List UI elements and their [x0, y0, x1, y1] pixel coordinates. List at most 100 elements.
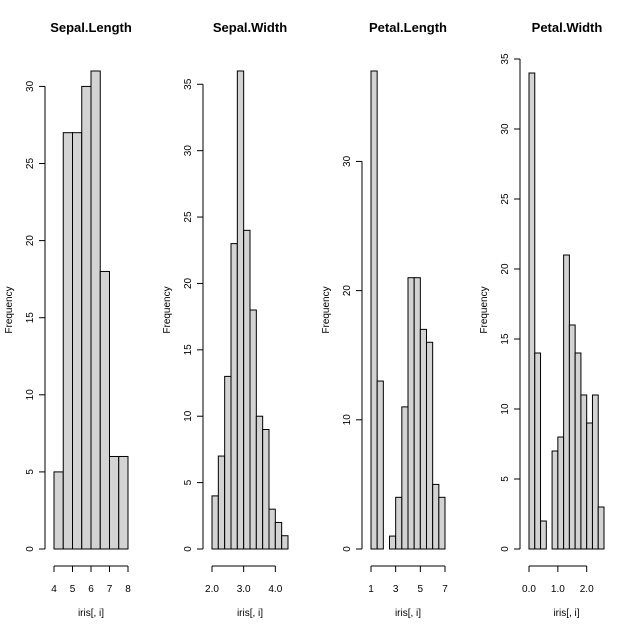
y-tick-label: 35: [183, 78, 194, 90]
y-tick-label: 0: [500, 546, 511, 552]
histogram-bar: [540, 520, 547, 550]
y-tick-label: 0: [342, 546, 353, 552]
x-tick-label: 7: [442, 584, 448, 595]
histogram-bar: [236, 70, 245, 550]
histogram-panel-1: Sepal.Length 0 5 10 15 20 25 30 4 5 6 7 8 iris[, i] Fr…: [4, 20, 132, 619]
histogram-bar: [580, 394, 588, 550]
histogram-bar: [81, 85, 92, 550]
histogram-bar: [591, 394, 599, 550]
histogram-bar: [274, 521, 283, 550]
x-tick-label: 1: [368, 584, 374, 595]
y-tick-label: 0: [25, 546, 36, 552]
histogram-panel-2: Sepal.Width 0 5 10 15 20 25 30 35 2.0 3.0 4.0 iris[,…: [162, 20, 289, 619]
y-tick-label: 5: [183, 479, 194, 485]
chart-title: Petal.Length: [369, 20, 447, 35]
x-tick-label: 3: [393, 584, 399, 595]
y-tick-label: 25: [500, 193, 511, 205]
chart-title: Sepal.Width: [213, 20, 287, 35]
histogram-bar: [426, 341, 434, 550]
y-tick-label: 30: [25, 80, 36, 92]
x-tick-label: 4.0: [268, 584, 282, 595]
histogram-bar: [597, 506, 605, 550]
y-tick-label: 20: [500, 263, 511, 275]
histogram-bar: [413, 277, 421, 550]
histogram-bar: [419, 328, 427, 550]
histogram-bar: [438, 496, 446, 550]
histogram-panel-3: Petal.Length 0 10 20 30 1 3 5 7 iris[, i] Frequenc…: [321, 20, 448, 619]
y-tick-label: 5: [500, 476, 511, 482]
x-tick-label: 8: [125, 584, 131, 595]
histogram-bar: [281, 535, 289, 550]
y-tick-label: 20: [342, 285, 353, 297]
x-tick-label: 1.0: [551, 584, 565, 595]
y-tick-label: 30: [183, 145, 194, 157]
y-tick-label: 0: [183, 546, 194, 552]
histogram-bar: [534, 352, 542, 550]
y-tick-label: 20: [25, 235, 36, 247]
y-axis-label: Frequency: [479, 286, 490, 333]
histogram-panel-4: Petal.Width 0 5 10 15 20 25 30 35 0.0 1.0 2.0 iris[,…: [479, 20, 605, 619]
y-axis-label: Frequency: [4, 286, 15, 333]
histogram-bar: [586, 422, 593, 550]
histogram-bar: [551, 450, 559, 550]
histogram-bar: [62, 132, 73, 550]
x-axis-label: iris[, i]: [237, 608, 263, 619]
y-tick-label: 15: [183, 344, 194, 356]
y-tick-label: 30: [500, 123, 511, 135]
y-tick-label: 15: [500, 333, 511, 345]
histogram-bar: [72, 132, 83, 550]
y-tick-label: 5: [25, 469, 36, 475]
histogram-bar: [99, 270, 110, 550]
x-tick-label: 2.0: [580, 584, 594, 595]
histogram-bar: [230, 243, 238, 550]
histogram-bar: [574, 352, 582, 550]
histogram-bar: [109, 455, 120, 550]
y-axis-label: Frequency: [162, 286, 173, 333]
y-tick-label: 35: [500, 53, 511, 65]
y-tick-label: 10: [500, 403, 511, 415]
histogram-bar: [262, 429, 270, 550]
histogram-bar: [53, 471, 64, 550]
histogram-bar: [563, 254, 570, 550]
histogram-bar: [211, 495, 219, 550]
histogram-bar: [249, 309, 257, 550]
histogram-bar: [395, 496, 403, 550]
chart-title: Petal.Width: [532, 20, 603, 35]
histogram-bar: [528, 72, 536, 550]
y-tick-label: 20: [183, 277, 194, 289]
histogram-bar: [407, 277, 415, 550]
x-tick-label: 0.0: [522, 584, 536, 595]
histogram-bar: [255, 415, 264, 550]
x-tick-label: 5: [418, 584, 424, 595]
x-tick-label: 6: [88, 584, 94, 595]
y-tick-label: 25: [183, 211, 194, 223]
histogram-bar: [557, 436, 565, 550]
histogram-bar: [389, 535, 397, 550]
x-tick-label: 5: [70, 584, 76, 595]
y-tick-label: 10: [183, 410, 194, 422]
x-tick-label: 4: [51, 584, 57, 595]
x-axis-label: iris[, i]: [553, 608, 579, 619]
y-tick-label: 25: [25, 158, 36, 170]
histogram-bar: [401, 406, 409, 550]
histogram-bar: [568, 324, 576, 550]
histogram-bar: [217, 455, 226, 550]
histogram-bar: [224, 375, 232, 550]
y-axis-label: Frequency: [321, 286, 332, 333]
y-tick-label: 10: [25, 389, 36, 401]
x-tick-label: 2.0: [205, 584, 219, 595]
histogram-bar: [118, 455, 129, 550]
histogram-bar: [90, 70, 101, 550]
y-tick-label: 15: [25, 312, 36, 324]
histogram-bar: [243, 229, 251, 550]
histogram-bar: [268, 508, 276, 550]
y-tick-label: 30: [342, 155, 353, 167]
histogram-bar: [370, 70, 378, 550]
x-axis-label: iris[, i]: [78, 608, 104, 619]
chart-title: Sepal.Length: [50, 20, 132, 35]
x-tick-label: 3.0: [237, 584, 251, 595]
y-tick-label: 10: [342, 414, 353, 426]
x-tick-label: 7: [107, 584, 113, 595]
histogram-bar: [376, 380, 384, 550]
